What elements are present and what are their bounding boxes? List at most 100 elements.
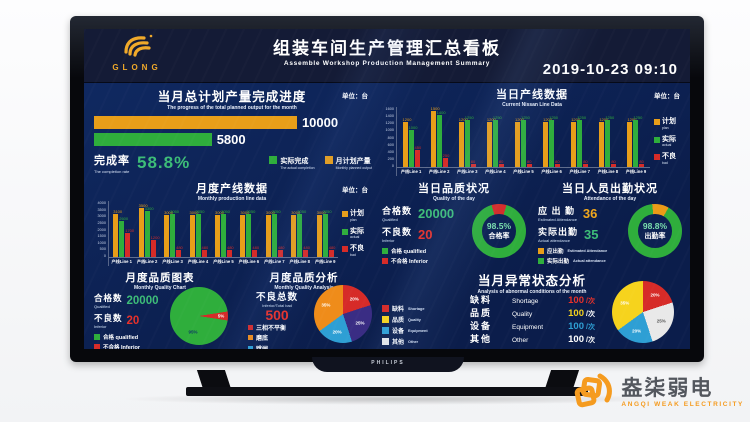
panel-attendance: 当日人员出勤状况 Attendance of the day 应 出 勤 Esti… bbox=[534, 180, 686, 266]
legend-chip bbox=[248, 324, 253, 330]
legend-chip bbox=[382, 327, 389, 334]
bar: 80 bbox=[498, 107, 504, 167]
panel-title: 当月总计划产量完成进度 bbox=[157, 90, 307, 104]
x-axis-label: 产线Line 3 bbox=[162, 259, 183, 264]
quality-chart-legend: 合格 qualified 不合格 Inferior bbox=[94, 333, 168, 349]
legend-chip bbox=[94, 334, 100, 340]
x-axis-label: 产线Line 1 bbox=[111, 259, 132, 264]
bar-group: 3000 3050 480 产线Line 5 bbox=[210, 201, 237, 266]
panel-subtitle: Monthly Quality Chart bbox=[134, 285, 186, 291]
y-axis: 1600 1400 1200 1000 800 600 400 200 0 bbox=[385, 107, 394, 168]
bars: 3500 3300 1200 bbox=[134, 201, 160, 258]
bar-group: 1200 1250 80 产线Line 4 bbox=[481, 107, 510, 176]
x-axis-label: 产线Line 6 bbox=[238, 259, 260, 264]
legend-item: 实际 actual bbox=[654, 136, 686, 147]
bars: 1200 1250 80 bbox=[537, 107, 566, 168]
legend-chip bbox=[654, 154, 660, 161]
panel-abnormal-analysis: 当月异常状态分析 Analysis of abnormal conditions… bbox=[378, 270, 686, 348]
tv-stand-base bbox=[186, 387, 588, 396]
x-axis-label: 产线Line 5 bbox=[213, 259, 234, 264]
completion-rate-value: 58.8% bbox=[137, 152, 191, 172]
bar: 1200 bbox=[599, 107, 608, 167]
bar: 3100 bbox=[113, 201, 122, 257]
bar: 1250 bbox=[577, 107, 586, 167]
plot-area: 1200 1000 450 产线Line 1 1500 1400 250 产线Line 2 12… bbox=[396, 107, 650, 176]
abnormal-row: 缺料 Shortage 100/次 bbox=[470, 295, 595, 306]
bars: 1200 1250 80 bbox=[621, 107, 650, 168]
panel-subtitle: Quality of the day bbox=[433, 196, 475, 202]
bar: 3050 bbox=[271, 201, 281, 257]
bar-group: 1200 1250 80 产线Line 5 bbox=[509, 107, 538, 176]
progress-bar bbox=[94, 115, 297, 129]
x-axis-label: 产线Line 7 bbox=[569, 169, 590, 174]
bars: 3000 3050 480 bbox=[159, 201, 186, 258]
x-axis-label: 产线Line 2 bbox=[136, 259, 158, 264]
bars: 3000 3050 480 bbox=[210, 201, 237, 258]
panel-title: 当日人员出勤状况 bbox=[562, 183, 658, 195]
bar: 3000 bbox=[164, 201, 173, 257]
panel-subtitle: Analysis of abnormal conditions of the m… bbox=[477, 289, 587, 295]
bar-group: 1200 1000 450 产线Line 1 bbox=[397, 107, 426, 176]
x-axis-label: 产线Line 9 bbox=[625, 169, 647, 174]
x-axis-label: 产线Line 4 bbox=[187, 259, 209, 264]
bar: 1000 bbox=[408, 107, 417, 167]
legend-chip bbox=[94, 344, 100, 349]
progress-row: 10000 bbox=[94, 115, 372, 130]
tv-frame: GLONG 组装车间生产管理汇总看板 Assemble Workshop Pro… bbox=[70, 16, 704, 362]
panel-title: 月度产线数据 bbox=[196, 183, 268, 195]
bar: 1200 bbox=[627, 107, 636, 167]
vendor-watermark: 盎柒弱电 ANGQI WEAK ELECTRICITY bbox=[569, 372, 744, 414]
x-axis-label: 产线Line 9 bbox=[314, 259, 336, 264]
legend-item: 实际 actual bbox=[342, 228, 374, 239]
bar: 1200 bbox=[402, 107, 411, 167]
bars: 1200 1250 80 bbox=[453, 107, 482, 168]
inferior-total: 不良总数 Inferior/Total bad 500 bbox=[238, 289, 316, 323]
progress-bar bbox=[94, 132, 212, 146]
legend-chip bbox=[382, 258, 388, 264]
bar: 80 bbox=[526, 107, 532, 167]
legend-item: 计划 plan bbox=[342, 210, 374, 222]
bar: 3050 bbox=[322, 201, 332, 257]
bar: 480 bbox=[176, 201, 183, 257]
panel-subtitle: Monthly production line data bbox=[197, 196, 267, 202]
bar: 3300 bbox=[144, 201, 154, 257]
tv-shadow bbox=[120, 393, 668, 405]
panel-monthly-lines: 月度产线数据 Monthly production line data 单位：台… bbox=[90, 180, 374, 266]
panel-daily-lines: 当日产线数据 Current Nissan Line Data 单位：台 160… bbox=[378, 86, 686, 176]
legend-item: 计划 plan bbox=[654, 118, 686, 130]
panel-title: 当日品质状况 bbox=[418, 183, 490, 195]
bars: 1200 1250 80 bbox=[593, 107, 622, 168]
panel-monthly-quality-chart: 月度品质图表 Monthly Quality Chart 合格数 Qualifie… bbox=[90, 270, 230, 349]
bar-group: 1200 1250 80 产线Line 7 bbox=[565, 107, 594, 176]
bar-group: 3000 3050 480 产线Line 9 bbox=[312, 201, 338, 266]
legend-chip-actual bbox=[269, 155, 278, 164]
abnormal-row: 其他 Other 100/次 bbox=[470, 334, 595, 345]
bar-group: 3000 3050 480 产线Line 4 bbox=[185, 201, 211, 266]
legend-chip bbox=[382, 316, 389, 323]
bar-group: 3100 2600 1700 产线Line 1 bbox=[109, 201, 135, 266]
panel-subtitle: Attendance of the day bbox=[583, 196, 637, 202]
bar: 480 bbox=[226, 201, 234, 257]
bar-group: 1200 1250 80 产线Line 9 bbox=[621, 107, 650, 176]
legend-chip bbox=[382, 305, 389, 312]
bar: 1250 bbox=[492, 107, 502, 167]
panel-daily-quality: 当日品质状况 Quality of the day 合格数 Qualified 2… bbox=[378, 180, 530, 266]
bar: 1200 bbox=[150, 201, 160, 257]
bars: 1500 1400 250 bbox=[425, 107, 454, 168]
stat-qualified: 合格数 Qualified 20000 bbox=[382, 205, 455, 223]
bars: 1200 1250 80 bbox=[509, 107, 538, 168]
bar: 1400 bbox=[436, 107, 446, 167]
legend-chip bbox=[654, 118, 660, 125]
legend-chip bbox=[342, 246, 348, 253]
glong-logo: GLONG bbox=[98, 33, 176, 75]
pie-label: 20% bbox=[650, 292, 660, 298]
legend-chip bbox=[382, 338, 389, 345]
pie-label: 25% bbox=[355, 320, 365, 326]
bar: 1500 bbox=[430, 107, 440, 167]
bars: 3000 3050 480 bbox=[287, 201, 313, 258]
bar: 1200 bbox=[486, 107, 496, 167]
bar: 1200 bbox=[543, 107, 552, 167]
bar-group: 3000 3050 480 产线Line 7 bbox=[261, 201, 288, 266]
bar-group: 1200 1250 80 产线Line 6 bbox=[537, 107, 566, 176]
pie-label: 5% bbox=[217, 313, 225, 319]
